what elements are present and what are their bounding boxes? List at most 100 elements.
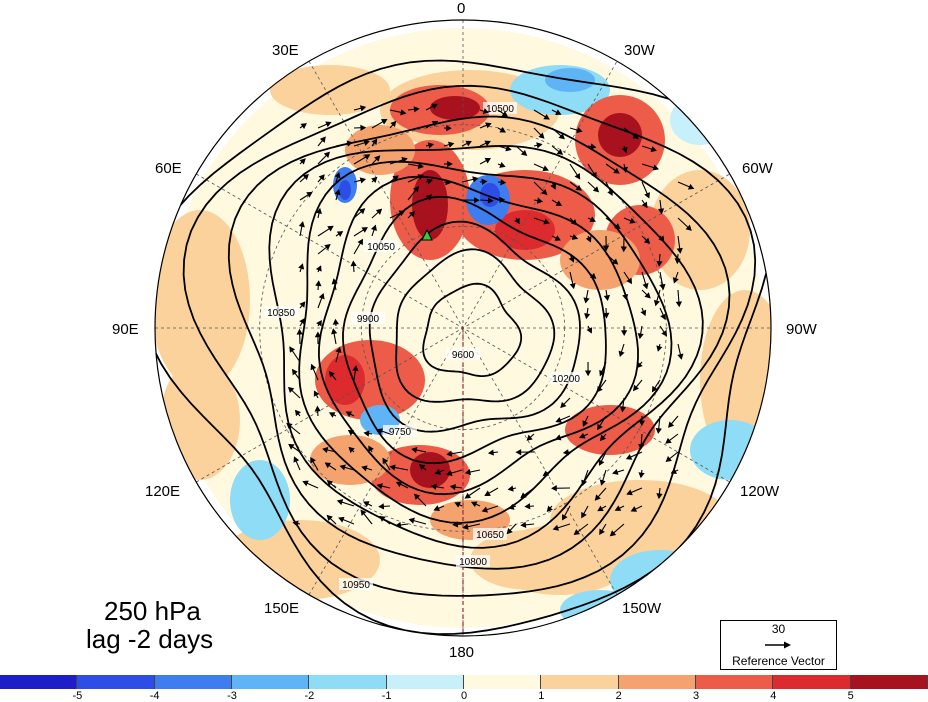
wind-vector-head xyxy=(470,501,478,508)
height-contour xyxy=(395,248,556,403)
height-contour xyxy=(422,282,523,377)
wind-vector-head xyxy=(515,449,522,456)
wind-vector-head xyxy=(484,490,491,496)
height-contour xyxy=(298,160,673,524)
wind-vector-head xyxy=(375,208,383,215)
wind-vector-head xyxy=(481,178,488,185)
wind-vector-head xyxy=(314,331,322,338)
wind-vector-head xyxy=(555,417,562,423)
colorbar-tick-label: 4 xyxy=(770,690,777,702)
wind-vector-head xyxy=(299,158,306,165)
colorbar-tick-label: 0 xyxy=(460,690,468,702)
wind-vector-head xyxy=(651,385,658,393)
wind-vector-head xyxy=(599,369,605,377)
lon-label-90w: 90W xyxy=(786,321,817,338)
wind-vector-head xyxy=(609,530,617,537)
height-contour xyxy=(155,59,771,636)
wind-vector-head xyxy=(656,260,663,267)
wind-vector-head xyxy=(430,483,437,490)
wind-vector-head xyxy=(389,464,396,471)
anomaly-patch xyxy=(230,460,290,540)
wind-vector-head xyxy=(292,520,299,527)
colorbar-swatch xyxy=(850,675,928,689)
wind-vector-head xyxy=(632,384,639,392)
colorbar-swatch xyxy=(463,675,542,689)
wind-vector-head xyxy=(299,301,306,308)
wind-vector-head xyxy=(315,265,322,272)
anomaly-patch xyxy=(560,230,640,290)
wind-vector-head xyxy=(359,105,367,112)
contour-label: 9900 xyxy=(357,314,380,325)
wind-vector-head xyxy=(620,246,627,253)
wind-vector-head xyxy=(295,409,301,417)
colorbar-swatch xyxy=(773,675,851,689)
wind-vector-head xyxy=(551,485,557,492)
wind-vector-head xyxy=(371,176,378,184)
wind-vector-head xyxy=(361,465,368,472)
height-contour xyxy=(227,115,731,570)
anomaly-patch xyxy=(270,65,390,115)
wind-vector-head xyxy=(626,277,633,285)
wind-vector-head xyxy=(300,123,307,129)
wind-vector-head xyxy=(571,234,579,240)
wind-vector-head xyxy=(363,139,370,146)
wind-vector-head xyxy=(506,527,513,535)
wind-vector-head xyxy=(675,301,682,308)
colorbar-swatch xyxy=(309,675,387,689)
wind-vector-head xyxy=(452,521,459,528)
wind-vector-head xyxy=(446,450,453,457)
wind-vector-head xyxy=(417,162,424,170)
wind-vector-head xyxy=(360,124,367,131)
wind-vector-head xyxy=(541,188,548,196)
wind-vector-head xyxy=(318,174,325,181)
wind-vector-head xyxy=(661,330,668,337)
map-boundary-circle xyxy=(154,19,772,637)
contour-label: 9750 xyxy=(389,427,412,438)
wind-vector-head xyxy=(668,421,675,428)
contour-label-bg xyxy=(364,240,398,252)
wind-vector-head xyxy=(326,480,334,487)
anomaly-patch xyxy=(598,113,642,157)
colorbar-tick-label: -3 xyxy=(227,690,237,702)
wind-vector-head xyxy=(371,138,378,145)
wind-vector-head xyxy=(376,483,383,490)
wind-vector-head xyxy=(598,459,605,466)
wind-vector-head xyxy=(433,505,440,512)
wind-vector-head xyxy=(658,235,665,243)
height-contour-labels: 9600 9750 9900 10050 10200 10350 10500 10650 108… xyxy=(264,102,583,591)
wind-vector-head xyxy=(555,434,562,441)
wind-vector-head xyxy=(427,142,435,149)
contour-label: 10950 xyxy=(342,580,370,591)
event-marker xyxy=(421,228,433,241)
wind-vector-head xyxy=(376,428,384,435)
wind-vector-head xyxy=(560,401,567,409)
wind-vector-head xyxy=(358,208,366,215)
height-contour xyxy=(268,144,704,549)
wind-vector-head xyxy=(538,132,545,139)
wind-vector-head xyxy=(642,282,649,290)
lon-label-120w: 120W xyxy=(740,483,780,500)
wind-vector-head xyxy=(408,517,415,524)
lon-label-150e: 150E xyxy=(264,600,300,617)
wind-vector-head xyxy=(638,472,645,479)
wind-vector-head xyxy=(499,196,506,204)
wind-vector-head xyxy=(324,462,332,469)
wind-vector-head xyxy=(335,346,342,354)
wind-vector-head xyxy=(392,175,399,182)
contour-label-bg xyxy=(549,372,583,384)
wind-vector-head xyxy=(611,258,619,265)
contour-label-bg xyxy=(264,306,298,318)
wind-vector-head xyxy=(327,225,334,232)
colorbar-swatch xyxy=(0,675,78,689)
wind-vector-head xyxy=(331,278,338,285)
wind-vector-head xyxy=(328,412,336,418)
height-contour xyxy=(342,195,607,465)
wind-vector-head xyxy=(576,127,583,134)
wind-vector-head xyxy=(332,318,339,325)
contour-label: 10650 xyxy=(476,530,504,541)
wind-vector-head xyxy=(287,386,295,393)
wind-vector-head xyxy=(622,293,629,301)
wind-vector-head xyxy=(632,133,639,140)
anomaly-patch xyxy=(310,435,390,485)
wind-vector-head xyxy=(562,449,569,456)
